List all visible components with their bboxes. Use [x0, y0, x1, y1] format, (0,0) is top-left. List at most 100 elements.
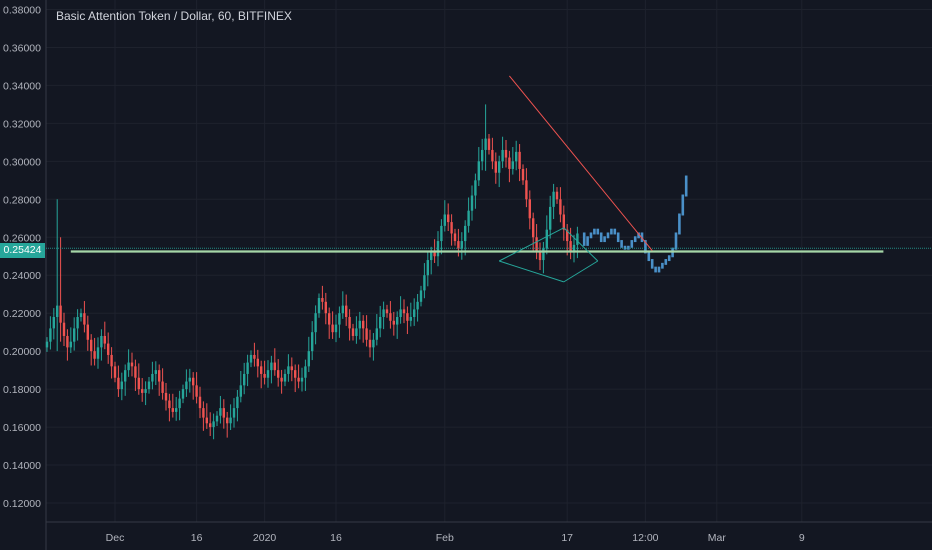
candle-body — [226, 417, 229, 424]
candle-body — [457, 241, 460, 249]
candle-body — [399, 309, 402, 317]
candle-body — [508, 157, 511, 169]
candle-body — [385, 309, 389, 314]
projection-bar — [599, 232, 603, 243]
candle-body — [396, 316, 399, 325]
candle-body — [215, 415, 219, 422]
candle-body — [532, 218, 535, 238]
candle-body — [368, 339, 372, 348]
candle-body — [222, 408, 225, 418]
candle-body — [477, 161, 480, 181]
candle-body — [270, 362, 273, 371]
candle-body — [56, 305, 59, 317]
candle-body — [430, 252, 433, 261]
projection-bar — [610, 228, 613, 235]
candle-body — [409, 316, 412, 321]
projection-bar — [667, 255, 671, 262]
candle-body — [413, 309, 416, 317]
projection-bar — [593, 228, 596, 235]
candle-body — [406, 313, 409, 321]
candle-body — [552, 191, 555, 207]
projection-bar — [586, 236, 589, 246]
candle-body — [192, 377, 195, 386]
candle-body — [113, 366, 117, 378]
candle-body — [311, 332, 314, 352]
trend-line — [509, 75, 653, 251]
candle-body — [484, 138, 487, 150]
projection-bar — [637, 232, 640, 239]
time-tick-label: 12:00 — [632, 532, 658, 544]
candle-body — [69, 341, 72, 348]
candle-body — [362, 320, 365, 329]
candle-body — [147, 381, 151, 390]
projection-bar — [596, 228, 600, 235]
projection-bar — [620, 240, 623, 248]
candle-body — [168, 400, 171, 409]
price-tick-label: 0.24000 — [3, 270, 41, 282]
candle-body — [382, 309, 385, 317]
candle-body — [440, 225, 443, 242]
candle-body — [535, 237, 538, 253]
price-tick-label: 0.26000 — [3, 232, 41, 244]
projection-bar — [657, 266, 661, 273]
candle-body — [504, 149, 508, 158]
candle-body — [161, 381, 164, 393]
candle-body — [73, 328, 76, 342]
pattern-line — [498, 227, 565, 262]
projection-bar — [674, 232, 678, 250]
candle-body — [209, 423, 212, 428]
candle-body — [460, 241, 463, 249]
candle-body — [219, 408, 222, 416]
candle-body — [389, 313, 392, 321]
projection-bar — [613, 228, 617, 235]
candle-body — [511, 161, 514, 169]
candle-body — [253, 354, 256, 359]
candle-body — [453, 233, 457, 242]
projection-bar — [664, 259, 668, 265]
candle-body — [304, 366, 307, 378]
candle-body — [481, 149, 484, 162]
candle-body — [324, 301, 327, 314]
candle-body — [307, 351, 310, 367]
candle-body — [185, 381, 188, 390]
candle-body — [351, 328, 355, 336]
projection-bar — [678, 213, 681, 235]
pattern-line — [563, 260, 599, 283]
candle-body — [178, 398, 181, 409]
candle-body — [181, 389, 185, 399]
candle-body — [124, 370, 127, 382]
price-tick-label: 0.36000 — [3, 42, 41, 54]
price-tick-label: 0.16000 — [3, 422, 41, 434]
candle-body — [365, 328, 368, 340]
price-tick-label: 0.32000 — [3, 118, 41, 130]
candle-body — [474, 180, 477, 196]
candle-body — [450, 222, 453, 234]
price-tick-label: 0.14000 — [3, 460, 41, 472]
current-price-tag: 0.25424 — [0, 243, 45, 258]
candle-body — [375, 328, 378, 340]
candle-body — [372, 339, 375, 348]
candle-body — [426, 260, 429, 276]
candle-body — [144, 389, 147, 393]
candle-body — [392, 320, 395, 325]
time-tick-label: Feb — [436, 532, 454, 544]
candle-body — [175, 408, 178, 412]
candle-body — [487, 138, 491, 150]
candle-body — [542, 248, 545, 261]
candle-body — [45, 341, 49, 348]
candle-body — [243, 373, 246, 386]
candle-body — [443, 214, 446, 226]
candle-body — [341, 305, 344, 314]
candle-body — [158, 370, 161, 382]
time-tick-label: Dec — [106, 532, 125, 544]
candle-body — [83, 313, 86, 325]
projection-bar — [661, 262, 664, 269]
candle-body — [52, 316, 55, 329]
time-tick-label: 17 — [561, 532, 573, 544]
candle-body — [212, 421, 215, 428]
candle-body — [419, 290, 423, 302]
candle-body — [525, 180, 528, 200]
candle-body — [545, 229, 548, 249]
